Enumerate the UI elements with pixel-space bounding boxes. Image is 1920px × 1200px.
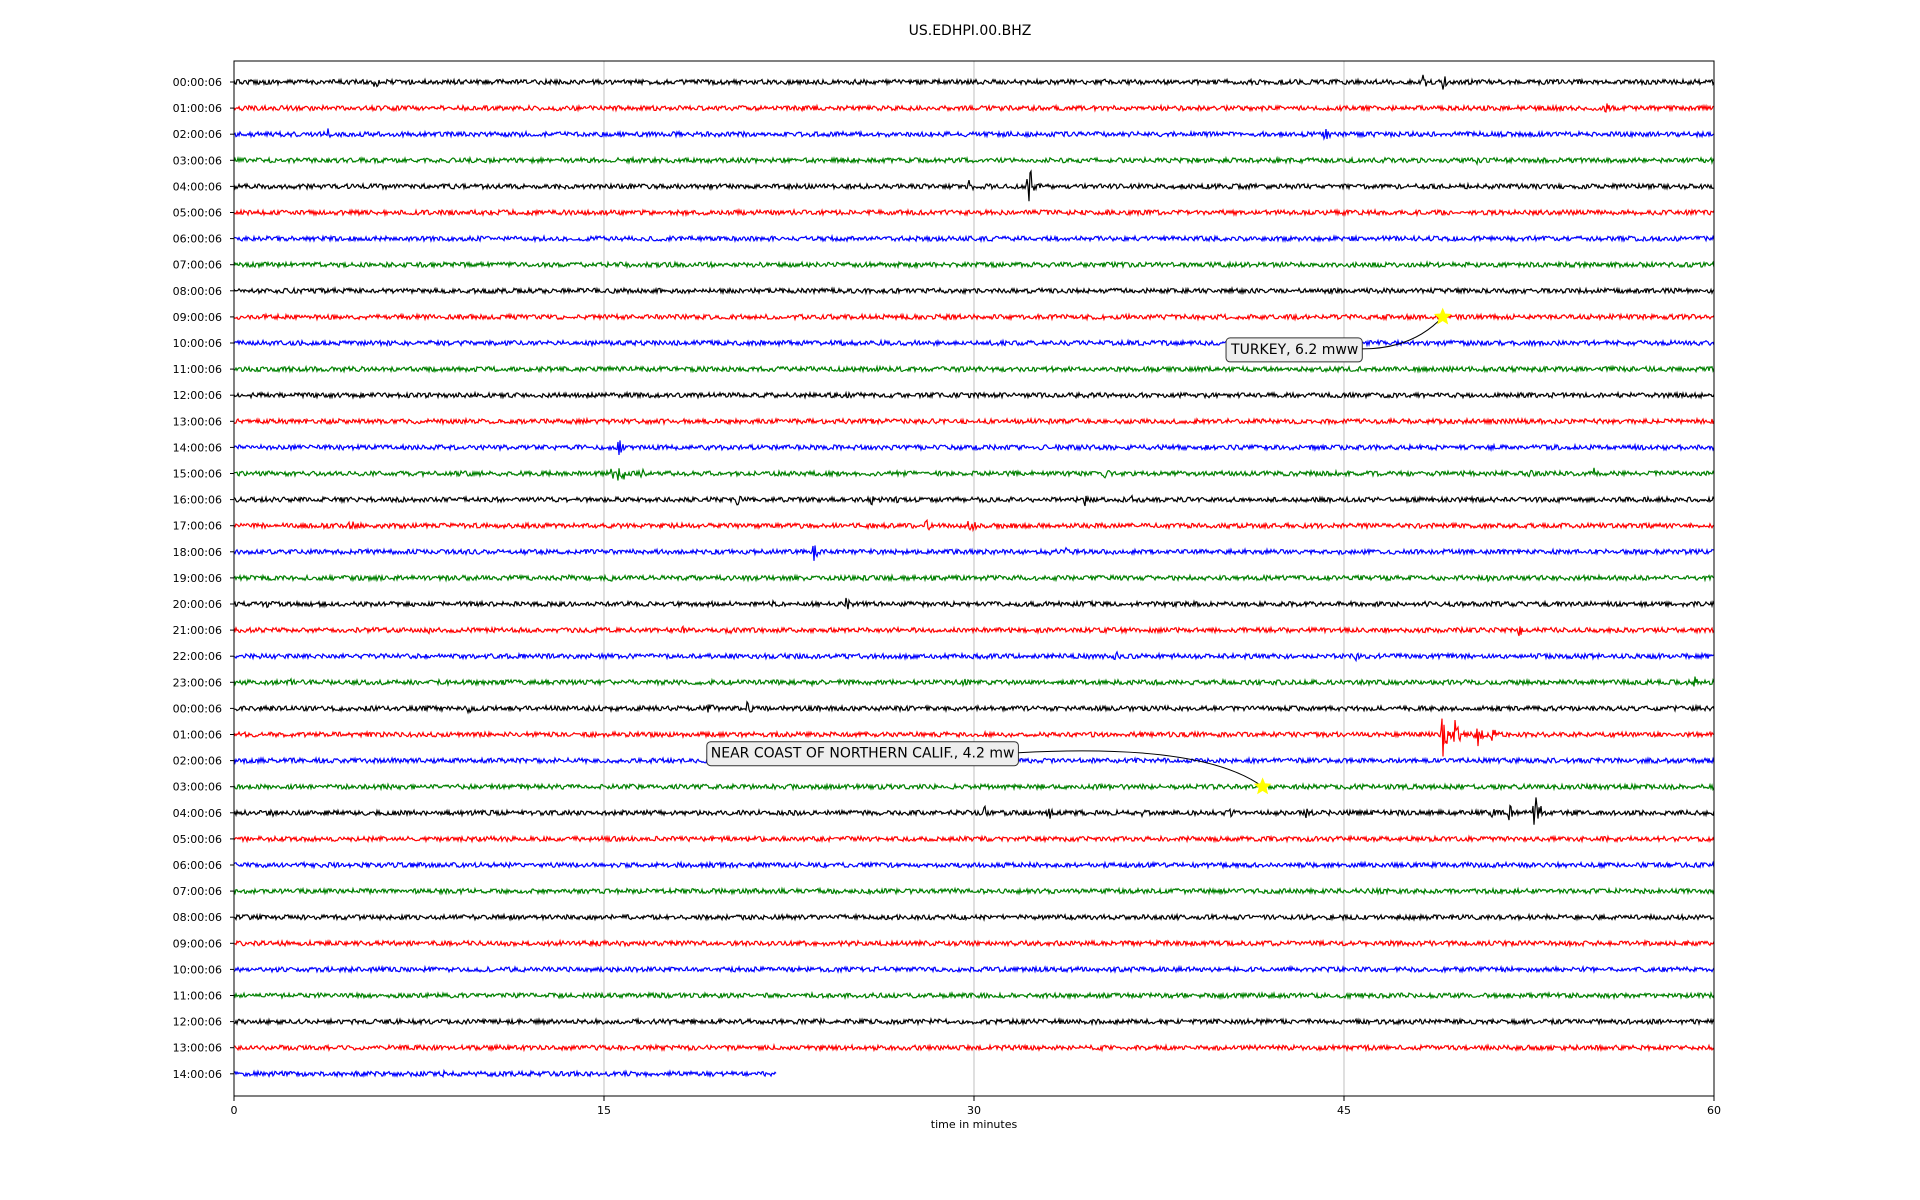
trace-line <box>233 416 1715 427</box>
trace-line <box>233 834 1715 844</box>
y-tick-label: 00:00:06 <box>173 702 222 715</box>
y-tick-label: 13:00:06 <box>173 1042 222 1055</box>
y-tick-label: 09:00:06 <box>173 937 222 950</box>
y-tick-label: 21:00:06 <box>173 624 222 637</box>
trace-line <box>233 169 1715 202</box>
trace-line <box>233 597 1715 610</box>
trace-line <box>233 286 1715 296</box>
y-tick-label: 08:00:06 <box>173 285 222 298</box>
y-tick-labels: 00:00:06 01:00:06 02:00:06 03:00:06 04:00:06… <box>173 76 234 1081</box>
y-tick-label: 06:00:06 <box>173 859 222 872</box>
y-tick-label: 07:00:06 <box>173 259 222 272</box>
y-tick-label: 04:00:06 <box>173 180 222 193</box>
y-tick-label: 19:00:06 <box>173 572 222 585</box>
y-tick-label: 02:00:06 <box>173 755 222 768</box>
trace-line <box>233 718 1715 757</box>
trace-line <box>233 312 1715 322</box>
y-tick-label: 22:00:06 <box>173 650 222 663</box>
y-tick-label: 23:00:06 <box>173 676 222 689</box>
y-tick-label: 20:00:06 <box>173 598 222 611</box>
trace-line <box>233 938 1715 948</box>
y-tick-label: 03:00:06 <box>173 781 222 794</box>
trace-line <box>233 155 1715 167</box>
trace-line <box>233 467 1715 481</box>
trace-line <box>233 233 1715 244</box>
y-tick-label: 06:00:06 <box>173 233 222 246</box>
annotation-box <box>1225 337 1363 363</box>
annotation-label: TURKEY, 6.2 mww <box>1230 342 1358 358</box>
trace-line <box>233 700 1715 715</box>
trace-line <box>233 625 1715 637</box>
x-tick-label: 0 <box>231 1104 238 1117</box>
trace-rows <box>233 74 1715 1079</box>
annotation-label: NEAR COAST OF NORTHERN CALIF., 4.2 mw <box>711 746 1015 762</box>
trace-line <box>233 440 1715 455</box>
trace-line <box>233 494 1715 507</box>
trace-line <box>233 781 1715 792</box>
vertical-gridlines <box>603 61 1345 1096</box>
y-tick-label: 10:00:06 <box>173 337 222 350</box>
y-tick-label: 11:00:06 <box>173 990 222 1003</box>
annotation-connector <box>1362 316 1444 350</box>
y-tick-label: 14:00:06 <box>173 441 222 454</box>
y-tick-label: 04:00:06 <box>173 807 222 820</box>
y-tick-label: 03:00:06 <box>173 154 222 167</box>
y-tick-label: 10:00:06 <box>173 963 222 976</box>
y-tick-label: 14:00:06 <box>173 1068 222 1081</box>
y-tick-label: 02:00:06 <box>173 128 222 141</box>
trace-line <box>233 573 1715 583</box>
y-tick-label: 09:00:06 <box>173 311 222 324</box>
trace-line <box>233 545 1715 561</box>
trace-line <box>233 259 1715 270</box>
trace-line <box>233 886 1715 896</box>
trace-line <box>233 128 1715 141</box>
trace-line <box>233 364 1715 374</box>
y-tick-label: 13:00:06 <box>173 415 222 428</box>
x-tick-label: 45 <box>1337 1104 1351 1117</box>
y-tick-label: 11:00:06 <box>173 363 222 376</box>
y-tick-label: 12:00:06 <box>173 1016 222 1029</box>
y-tick-label: 18:00:06 <box>173 546 222 559</box>
y-tick-label: 05:00:06 <box>173 207 222 220</box>
trace-line <box>233 1016 1715 1027</box>
trace-line <box>233 964 1715 975</box>
trace-line <box>233 338 1715 348</box>
x-tick-label: 30 <box>967 1104 981 1117</box>
annotation-box <box>706 741 1019 767</box>
trace-line <box>233 103 1715 113</box>
trace-line <box>233 518 1715 533</box>
trace-line <box>233 207 1715 218</box>
y-tick-label: 07:00:06 <box>173 885 222 898</box>
y-tick-label: 05:00:06 <box>173 833 222 846</box>
event-annotations: TURKEY, 6.2 mww NEAR COAST OF NORTHERN CA… <box>706 307 1452 795</box>
y-tick-label: 17:00:06 <box>173 520 222 533</box>
y-tick-label: 01:00:06 <box>173 102 222 115</box>
trace-line <box>233 74 1715 90</box>
trace-line <box>233 1042 1715 1053</box>
y-tick-label: 00:00:06 <box>173 76 222 89</box>
event-star-icon <box>1433 307 1452 325</box>
x-axis-ticks: 0 15 30 45 60 <box>231 1096 1721 1117</box>
x-tick-label: 60 <box>1707 1104 1721 1117</box>
trace-line <box>233 676 1715 688</box>
y-tick-label: 16:00:06 <box>173 494 222 507</box>
chart-title: US.EDHPI.00.BHZ <box>909 23 1032 39</box>
trace-line <box>233 990 1715 1001</box>
trace-line <box>233 912 1715 922</box>
trace-line <box>233 860 1715 870</box>
event-star-icon <box>1253 777 1272 795</box>
x-tick-label: 15 <box>597 1104 611 1117</box>
annotation-connector <box>1018 750 1263 788</box>
y-tick-label: 15:00:06 <box>173 468 222 481</box>
trace-line <box>233 797 1715 825</box>
trace-line <box>233 1068 777 1079</box>
y-tick-label: 01:00:06 <box>173 729 222 742</box>
y-tick-label: 08:00:06 <box>173 911 222 924</box>
trace-line <box>233 390 1715 400</box>
x-axis-label: time in minutes <box>931 1118 1018 1131</box>
trace-line <box>233 650 1715 663</box>
y-tick-label: 12:00:06 <box>173 389 222 402</box>
